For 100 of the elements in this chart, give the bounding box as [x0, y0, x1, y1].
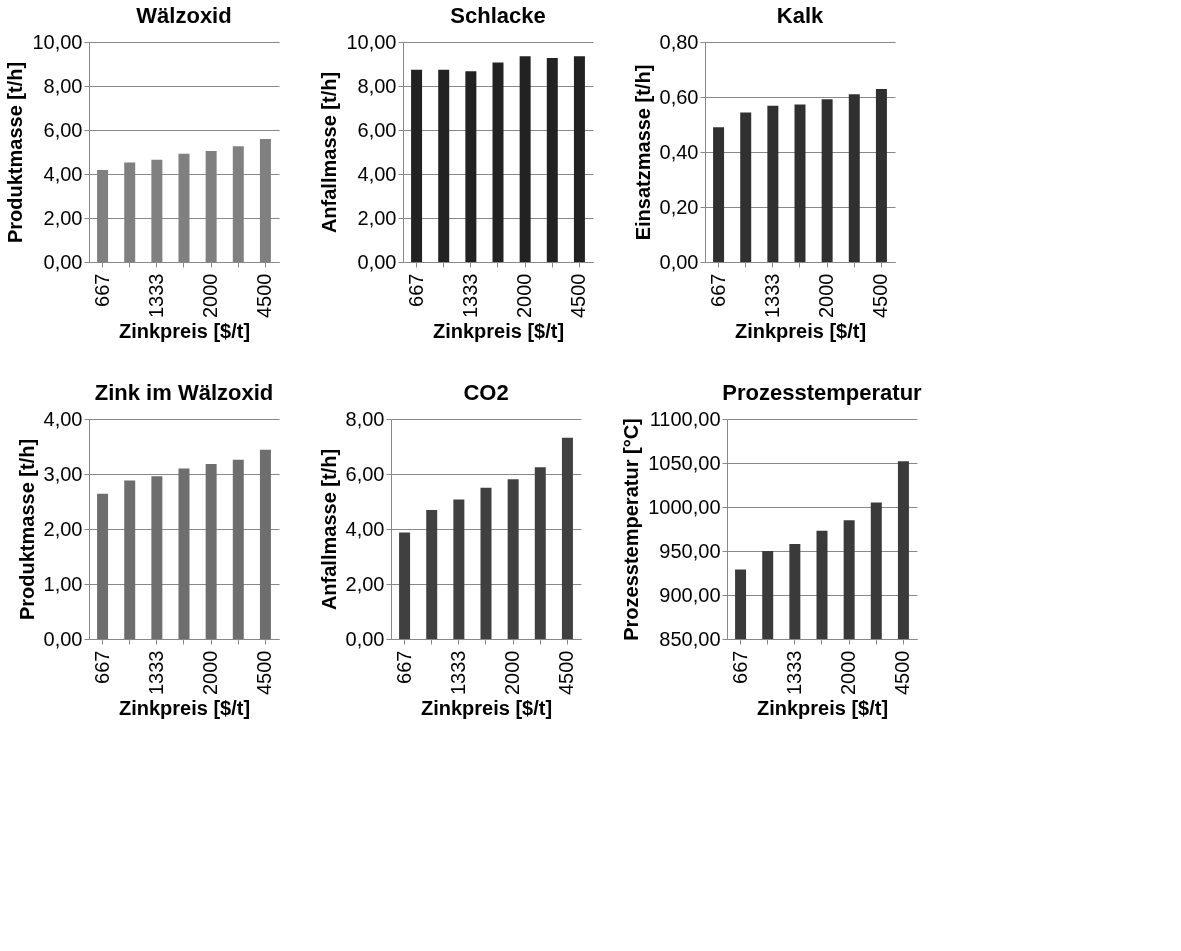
bar	[519, 56, 531, 262]
chart-title: Prozesstemperatur	[722, 380, 923, 405]
y-tick-label: 0,20	[659, 195, 699, 218]
x-tick-label: 2000	[837, 650, 860, 695]
y-tick-label: 0,40	[659, 140, 699, 163]
bar	[178, 468, 190, 639]
x-tick-label: 4500	[555, 650, 578, 695]
y-tick-label: 8,00	[357, 74, 397, 97]
x-tick-label: 4500	[253, 273, 276, 318]
bar	[124, 480, 136, 639]
bar	[97, 493, 109, 639]
bar	[794, 104, 806, 262]
y-tick-label: 850,00	[659, 627, 721, 650]
y-tick-label: 8,00	[43, 74, 83, 97]
y-axis-title: Produktmasse [t/h]	[4, 61, 27, 244]
bar	[848, 94, 860, 262]
y-tick-label: 6,00	[345, 462, 385, 485]
y-axis-title: Produktmasse [t/h]	[15, 438, 38, 621]
chart-title: Wälzoxid	[136, 3, 232, 28]
x-tick-label: 1333	[760, 273, 783, 318]
bar	[426, 510, 438, 639]
bar	[740, 112, 752, 262]
x-tick-label: 2000	[501, 650, 524, 695]
bar	[561, 437, 573, 639]
x-tick-label: 2000	[199, 650, 222, 695]
y-axis-title: Einsatzmasse [t/h]	[631, 64, 654, 241]
y-tick-label: 1,00	[43, 572, 83, 595]
bar	[492, 62, 504, 262]
bar	[453, 499, 465, 639]
y-tick-label: 0,00	[357, 250, 397, 273]
x-tick-label: 1333	[144, 273, 167, 318]
y-tick-label: 2,00	[357, 206, 397, 229]
y-tick-label: 6,00	[357, 118, 397, 141]
x-tick-label: 2000	[815, 273, 838, 318]
x-tick-label: 667	[392, 650, 415, 684]
y-tick-label: 6,00	[43, 118, 83, 141]
y-tick-label: 10,00	[32, 30, 83, 53]
y-tick-label: 0,60	[659, 85, 699, 108]
y-tick-label: 4,00	[357, 162, 397, 185]
y-tick-label: 0,00	[43, 250, 83, 273]
bar	[399, 532, 411, 639]
bar	[573, 56, 585, 262]
x-tick-label: 2000	[199, 273, 222, 318]
x-tick-label: 667	[728, 650, 751, 684]
x-tick-label: 1333	[144, 650, 167, 695]
x-tick-label: 667	[706, 273, 729, 307]
bar	[205, 464, 217, 639]
x-tick-label: 4500	[253, 650, 276, 695]
x-axis-title: Zinkpreis [$/t]	[118, 319, 251, 342]
x-axis-title: Zinkpreis [$/t]	[756, 696, 889, 719]
y-tick-label: 4,00	[43, 162, 83, 185]
y-tick-label: 3,00	[43, 462, 83, 485]
bar	[232, 459, 244, 639]
bar	[875, 89, 887, 262]
y-axis-title: Prozesstemperatur [°C]	[620, 418, 643, 641]
x-tick-label: 1333	[458, 273, 481, 318]
bar	[534, 467, 546, 639]
x-tick-label: 1333	[782, 650, 805, 695]
bar	[465, 71, 477, 262]
x-tick-label: 4500	[869, 273, 892, 318]
bar	[767, 105, 779, 262]
x-tick-label: 2000	[513, 273, 536, 318]
x-tick-label: 667	[404, 273, 427, 307]
y-tick-label: 950,00	[659, 539, 721, 562]
y-axis-title: Anfallmasse [t/h]	[317, 448, 340, 611]
y-tick-label: 0,80	[659, 30, 699, 53]
y-tick-label: 0,00	[659, 250, 699, 273]
bar	[438, 69, 450, 262]
y-tick-label: 1100,00	[649, 407, 721, 430]
y-tick-label: 0,00	[345, 627, 385, 650]
y-axis-title: Anfallmasse [t/h]	[318, 71, 341, 234]
y-tick-label: 2,00	[43, 206, 83, 229]
x-tick-label: 4500	[891, 650, 914, 695]
bar	[259, 449, 271, 639]
y-tick-label: 4,00	[43, 407, 83, 430]
bar	[480, 487, 492, 639]
bar	[507, 479, 519, 639]
x-tick-label: 667	[90, 273, 113, 307]
y-tick-label: 0,00	[43, 627, 83, 650]
y-tick-label: 4,00	[345, 517, 385, 540]
bar	[151, 476, 163, 639]
bar	[713, 127, 725, 262]
y-tick-label: 8,00	[345, 407, 385, 430]
chart-title: Schlacke	[450, 3, 546, 28]
chart-title: Zink im Wälzoxid	[94, 380, 274, 405]
x-tick-label: 667	[90, 650, 113, 684]
y-tick-label: 1000,00	[648, 495, 721, 518]
x-tick-label: 4500	[567, 273, 590, 318]
y-tick-label: 2,00	[43, 517, 83, 540]
y-tick-label: 900,00	[659, 583, 721, 606]
bar	[411, 69, 423, 262]
y-tick-label: 2,00	[345, 572, 385, 595]
bar	[821, 99, 833, 262]
chart-title: CO2	[463, 380, 509, 405]
x-axis-title: Zinkpreis [$/t]	[118, 696, 251, 719]
chart-title: Kalk	[776, 3, 824, 28]
bar	[546, 58, 558, 262]
y-tick-label: 1050,00	[648, 451, 721, 474]
x-axis-title: Zinkpreis [$/t]	[432, 319, 565, 342]
x-tick-label: 1333	[446, 650, 469, 695]
